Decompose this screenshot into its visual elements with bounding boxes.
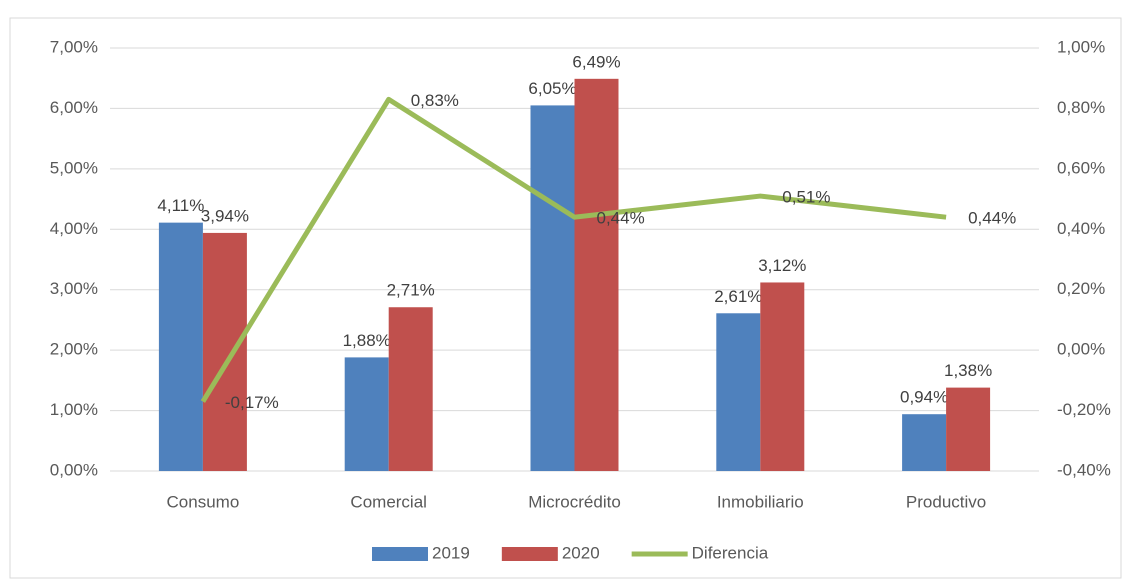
bar	[946, 387, 991, 471]
bar	[902, 414, 947, 471]
y-tick-label: 2,00%	[50, 340, 98, 359]
data-label: 6,05%	[528, 79, 576, 98]
bar	[530, 105, 575, 472]
y-tick-label: 5,00%	[50, 158, 98, 177]
legend-label: 2020	[562, 543, 600, 562]
data-label: 3,12%	[758, 256, 806, 275]
y-tick-label: 3,00%	[50, 279, 98, 298]
x-tick-label: Consumo	[167, 492, 240, 511]
y2-tick-label: 1,00%	[1057, 37, 1105, 56]
bar	[388, 307, 433, 471]
legend-swatch	[372, 547, 428, 561]
line-series	[200, 96, 947, 403]
bar	[202, 232, 247, 471]
data-label: 0,94%	[900, 388, 948, 407]
y2-tick-label: 0,80%	[1057, 98, 1105, 117]
y-tick-label: 7,00%	[50, 37, 98, 56]
bar	[344, 357, 389, 471]
x-tick-label: Comercial	[350, 492, 427, 511]
y2-tick-label: 0,00%	[1057, 340, 1105, 359]
y2-tick-label: -0,20%	[1057, 400, 1111, 419]
y-tick-label: 0,00%	[50, 460, 98, 479]
y2-tick-label: 0,20%	[1057, 279, 1105, 298]
y2-tick-label: 0,40%	[1057, 219, 1105, 238]
bar	[716, 313, 761, 471]
data-label: -0,17%	[225, 393, 279, 412]
bar	[760, 282, 805, 471]
legend-label: 2019	[432, 543, 470, 562]
x-tick-label: Productivo	[906, 492, 986, 511]
data-label: 0,44%	[597, 209, 645, 228]
data-label: 1,88%	[343, 331, 391, 350]
data-label: 4,11%	[157, 196, 204, 215]
data-label: 1,38%	[944, 361, 992, 380]
y-tick-label: 4,00%	[50, 219, 98, 238]
x-tick-label: Inmobiliario	[717, 492, 804, 511]
y2-tick-label: -0,40%	[1057, 460, 1111, 479]
data-label: 0,44%	[968, 209, 1016, 228]
data-label: 2,71%	[387, 281, 435, 300]
bar	[574, 78, 619, 471]
bar	[158, 222, 203, 471]
data-label: 6,49%	[572, 52, 620, 71]
data-label: 0,51%	[782, 188, 830, 207]
legend-label: Diferencia	[692, 543, 769, 562]
y2-tick-label: 0,60%	[1057, 158, 1105, 177]
x-tick-label: Microcrédito	[528, 492, 621, 511]
data-label: 3,94%	[201, 206, 249, 225]
y-tick-label: 1,00%	[50, 400, 98, 419]
y-tick-label: 6,00%	[50, 98, 98, 117]
data-label: 2,61%	[714, 287, 762, 306]
legend-swatch	[501, 547, 558, 561]
data-label: 0,83%	[411, 91, 459, 110]
